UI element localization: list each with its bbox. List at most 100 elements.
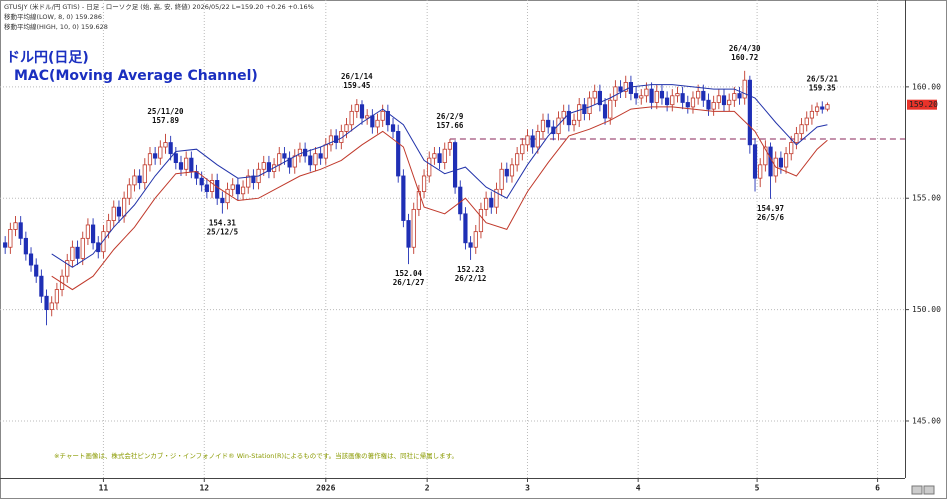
candle-body bbox=[184, 157, 189, 170]
candle-body bbox=[334, 135, 339, 143]
annotation-price: 157.66 bbox=[436, 121, 464, 130]
candle-body bbox=[794, 133, 799, 143]
annotation-date: 26/2/12 bbox=[455, 274, 487, 283]
annotation-price: 152.23 bbox=[457, 265, 485, 274]
candle-body bbox=[561, 110, 566, 119]
candle-body bbox=[380, 110, 385, 121]
annotation-price: 154.97 bbox=[757, 204, 784, 213]
candle-body bbox=[820, 106, 825, 110]
candle-body bbox=[287, 157, 292, 168]
candle-body bbox=[80, 237, 85, 259]
candle-body bbox=[251, 175, 256, 184]
candle-body bbox=[540, 119, 546, 132]
candle-body bbox=[515, 153, 520, 166]
candle-body bbox=[101, 231, 106, 253]
footnote: ※チャート画像は、株式会社ピンカブ・ジ・インフォノイド® Win-Station… bbox=[54, 451, 458, 460]
candle-body bbox=[804, 117, 809, 126]
plot bbox=[3, 70, 905, 326]
candle-body bbox=[8, 229, 13, 248]
candle-body bbox=[282, 153, 287, 159]
candle-body bbox=[230, 184, 235, 190]
icon[interactable] bbox=[911, 485, 923, 495]
candle-body bbox=[608, 99, 613, 119]
candle-body bbox=[432, 153, 437, 159]
candle-body bbox=[623, 82, 628, 92]
candle-body bbox=[473, 231, 478, 248]
candle-body bbox=[220, 197, 225, 204]
candle-body bbox=[163, 142, 168, 148]
candle-body bbox=[75, 246, 80, 259]
annotation-price: 157.89 bbox=[152, 116, 180, 125]
candle-body bbox=[732, 93, 737, 101]
candle-body bbox=[215, 180, 220, 199]
candle-body bbox=[147, 153, 153, 166]
candle-body bbox=[670, 95, 675, 106]
candle-body bbox=[65, 260, 70, 277]
candle-body bbox=[354, 104, 359, 112]
candle-body bbox=[742, 79, 747, 99]
candle-body bbox=[468, 242, 473, 248]
x-tick-label: 5 bbox=[755, 484, 760, 493]
candle-body bbox=[665, 97, 670, 106]
candle-body bbox=[546, 119, 551, 128]
candle-body bbox=[23, 237, 28, 255]
candle-body bbox=[168, 142, 173, 155]
annotation-date: 25/12/5 bbox=[207, 228, 239, 237]
annotation-price: 160.72 bbox=[731, 53, 758, 62]
annotation-date: 26/5/21 bbox=[806, 74, 838, 83]
candle-body bbox=[44, 295, 49, 311]
candle-body bbox=[696, 90, 701, 99]
x-tick-label: 3 bbox=[525, 484, 530, 493]
candle-body bbox=[659, 90, 665, 99]
icon[interactable] bbox=[923, 485, 935, 495]
candle-body bbox=[520, 144, 525, 155]
candle-body bbox=[649, 88, 654, 103]
candle-body bbox=[199, 177, 204, 186]
candle-body bbox=[349, 110, 354, 126]
candle-body bbox=[597, 90, 602, 106]
candle-body bbox=[618, 86, 623, 92]
candle-body bbox=[654, 90, 659, 103]
candle-body bbox=[127, 184, 132, 199]
candle-body bbox=[571, 119, 577, 126]
candle-body bbox=[235, 184, 240, 195]
candle-body bbox=[602, 104, 608, 119]
candle-body bbox=[737, 93, 742, 99]
candle-body bbox=[313, 153, 318, 166]
annotation-date: 26/2/9 bbox=[436, 112, 464, 121]
header: GTUSJY (米ドル/円 GTIS) - 日足 - ローソク足 (始, 高, … bbox=[4, 2, 314, 11]
candle-body bbox=[34, 264, 39, 277]
x-tick-label: 2 bbox=[425, 484, 430, 493]
candle-body bbox=[644, 88, 649, 97]
x-tick-label: 12 bbox=[199, 484, 209, 493]
y-tick-label: 160.00 bbox=[912, 82, 941, 91]
annotation-price: 159.35 bbox=[809, 83, 836, 92]
candle-body bbox=[675, 93, 680, 97]
candle-body bbox=[639, 95, 644, 99]
candle-body bbox=[535, 131, 540, 148]
candle-body bbox=[178, 162, 184, 170]
candle-body bbox=[277, 153, 282, 166]
candle-body bbox=[204, 184, 209, 192]
candle-body bbox=[447, 142, 453, 150]
candle-body bbox=[452, 142, 458, 188]
candle-body bbox=[13, 222, 18, 230]
x-tick-label: 4 bbox=[636, 484, 641, 493]
candle-body bbox=[49, 302, 54, 311]
candle-body bbox=[566, 110, 571, 126]
candle-body bbox=[463, 213, 468, 244]
candle-body bbox=[478, 208, 484, 233]
indicator-label: 移動平均線(LOW, 8, 0) 159.286 bbox=[4, 12, 102, 21]
candle-body bbox=[411, 208, 416, 248]
candle-body bbox=[504, 168, 509, 177]
candle-body bbox=[525, 135, 530, 146]
candle-body bbox=[613, 86, 618, 101]
candle-body bbox=[137, 175, 142, 184]
candle-body bbox=[39, 275, 44, 297]
candle-body bbox=[246, 175, 251, 188]
candle-body bbox=[789, 142, 794, 155]
candle-body bbox=[690, 97, 696, 108]
candle-body bbox=[401, 175, 406, 221]
